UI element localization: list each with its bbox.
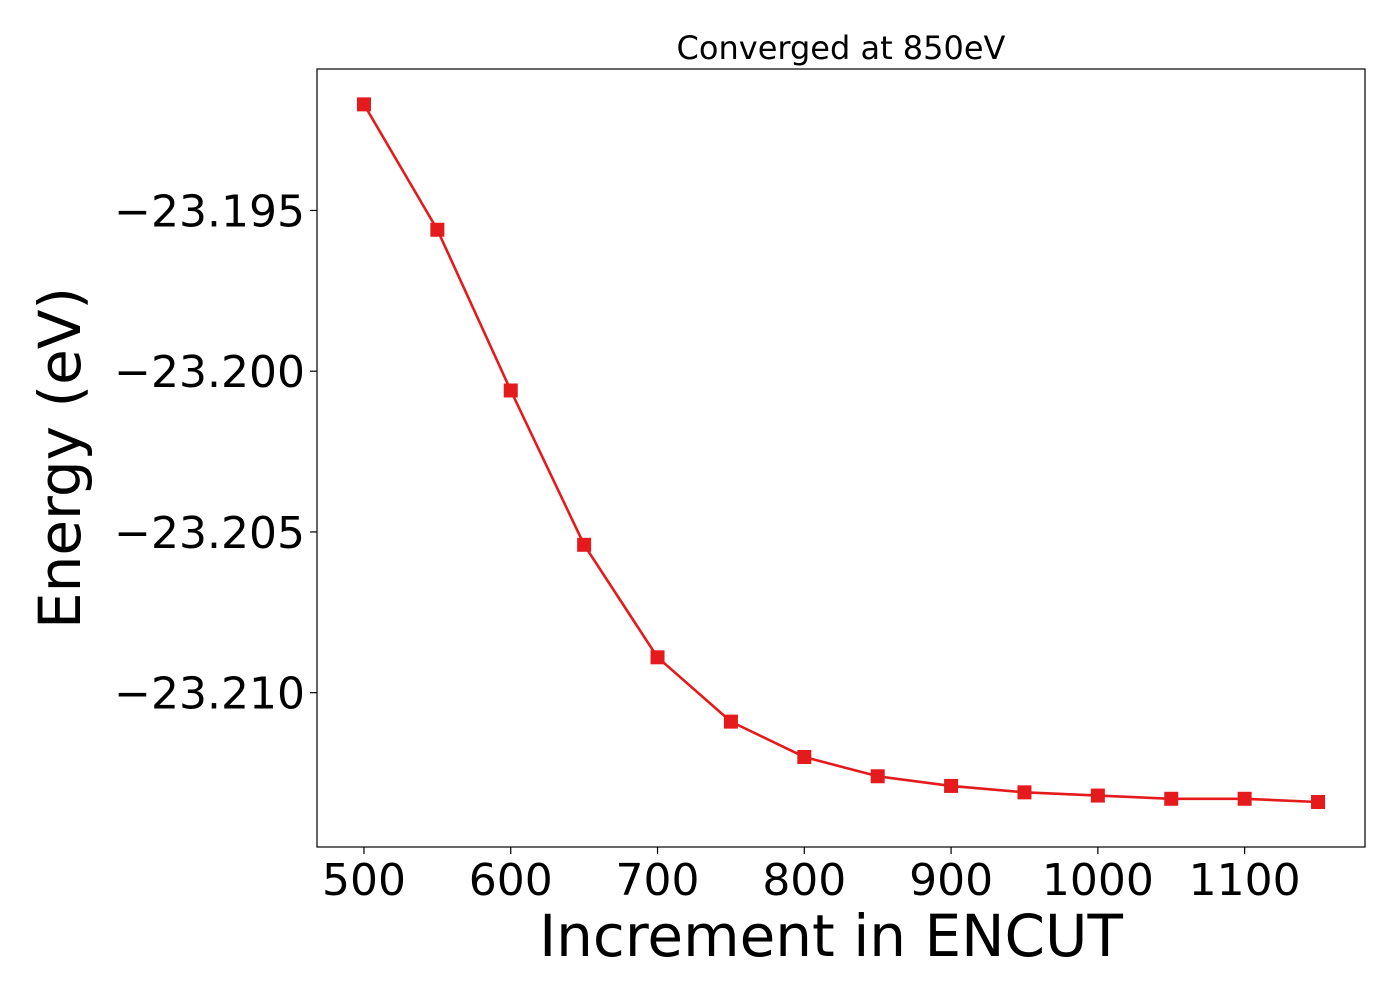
data-point-marker xyxy=(1164,791,1179,806)
data-point-marker xyxy=(1017,785,1032,800)
data-point-marker xyxy=(650,650,665,665)
data-point-marker xyxy=(503,383,518,398)
x-tick-label: 1000 xyxy=(1042,855,1154,906)
y-axis-ticks: −23.195 −23.200 −23.205 −23.210 xyxy=(114,186,317,720)
data-point-marker xyxy=(356,97,371,112)
x-tick-label: 500 xyxy=(322,855,406,906)
y-tick-label: −23.205 xyxy=(114,508,305,559)
y-axis-label: Energy (eV) xyxy=(26,287,94,629)
data-point-marker xyxy=(1311,794,1326,809)
plot-area-frame xyxy=(316,68,1366,848)
y-tick-label: −23.210 xyxy=(114,669,305,720)
chart-title: Converged at 850eV xyxy=(677,29,1006,67)
y-tick-label: −23.195 xyxy=(114,186,305,237)
data-point-marker xyxy=(577,537,592,552)
x-tick-label: 700 xyxy=(616,855,700,906)
x-tick-label: 800 xyxy=(762,855,846,906)
x-tick-label: 600 xyxy=(469,855,553,906)
x-tick-label: 1100 xyxy=(1189,855,1301,906)
x-axis-ticks: 500 600 700 800 900 1000 1100 xyxy=(322,847,1301,906)
x-axis-label: Increment in ENCUT xyxy=(539,902,1123,970)
data-point-marker xyxy=(723,714,738,729)
data-point-marker xyxy=(1090,788,1105,803)
data-point-marker xyxy=(944,778,959,793)
y-tick-label: −23.200 xyxy=(114,347,305,398)
x-tick-label: 900 xyxy=(909,855,993,906)
data-point-marker xyxy=(1237,791,1252,806)
series-layer xyxy=(356,97,1326,809)
data-point-marker xyxy=(797,749,812,764)
data-point-marker xyxy=(430,222,445,237)
series-line xyxy=(362,103,1319,804)
data-point-marker xyxy=(870,769,885,784)
